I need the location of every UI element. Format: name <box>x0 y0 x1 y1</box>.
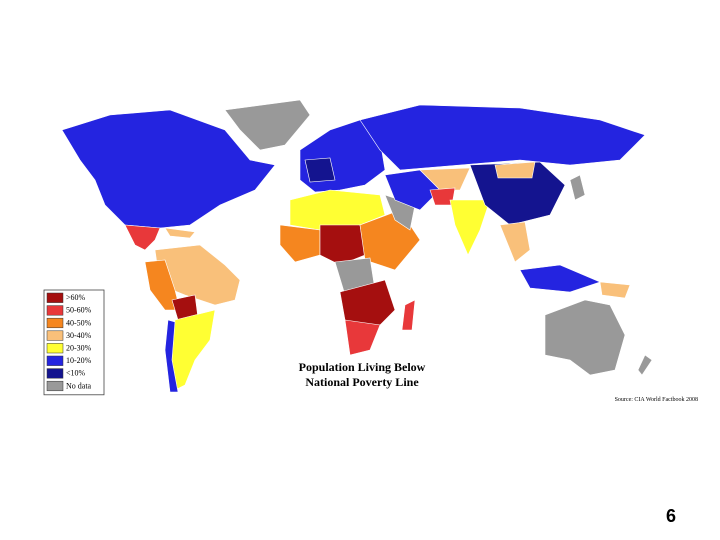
legend-label: 20-30% <box>66 344 92 353</box>
china <box>469 161 566 226</box>
legend-label: >60% <box>66 293 86 302</box>
south-africa <box>344 319 381 356</box>
map-title-line: National Poverty Line <box>305 375 419 389</box>
india <box>449 199 491 256</box>
legend-swatch <box>46 380 64 392</box>
legend-label: No data <box>66 381 92 390</box>
mongolia <box>494 161 536 179</box>
southeast-asia <box>499 221 531 263</box>
middle-east <box>384 169 441 211</box>
papua <box>599 281 631 299</box>
legend-swatch <box>46 368 64 379</box>
new-zealand <box>637 354 653 376</box>
legend-label: 10-20% <box>66 356 92 365</box>
page-number: 6 <box>666 506 676 526</box>
indonesia <box>519 264 601 293</box>
central-america <box>124 224 161 251</box>
legend-label: 40-50% <box>66 318 92 327</box>
southern-africa <box>339 279 396 331</box>
legend: >60% 50-60% 40-50% 30-40% 20-30% 10-20% <10% No… <box>43 289 105 396</box>
japan <box>569 174 586 201</box>
source-note: Source: CIA World Factbook 2008 <box>615 397 698 403</box>
greenland <box>224 99 311 151</box>
legend-swatch <box>46 343 64 354</box>
madagascar <box>401 299 416 331</box>
legend-label: 30-40% <box>66 331 92 340</box>
south-america-south <box>169 309 216 391</box>
legend-label: 50-60% <box>66 306 92 315</box>
north-america <box>61 109 276 229</box>
world-map <box>61 99 653 393</box>
legend-swatch <box>46 355 64 366</box>
australia <box>544 299 626 376</box>
legend-label: <10% <box>66 369 86 378</box>
legend-swatch <box>46 305 64 316</box>
western-europe <box>304 157 336 183</box>
central-asia <box>419 167 471 191</box>
russia <box>359 104 646 171</box>
legend-swatch <box>46 317 64 329</box>
legend-swatch <box>46 330 64 341</box>
west-africa <box>279 224 321 263</box>
map-title-line: Population Living Below <box>299 360 426 374</box>
caribbean <box>164 227 196 239</box>
legend-swatch <box>46 292 64 303</box>
central-africa <box>319 224 366 266</box>
chile <box>164 319 179 393</box>
